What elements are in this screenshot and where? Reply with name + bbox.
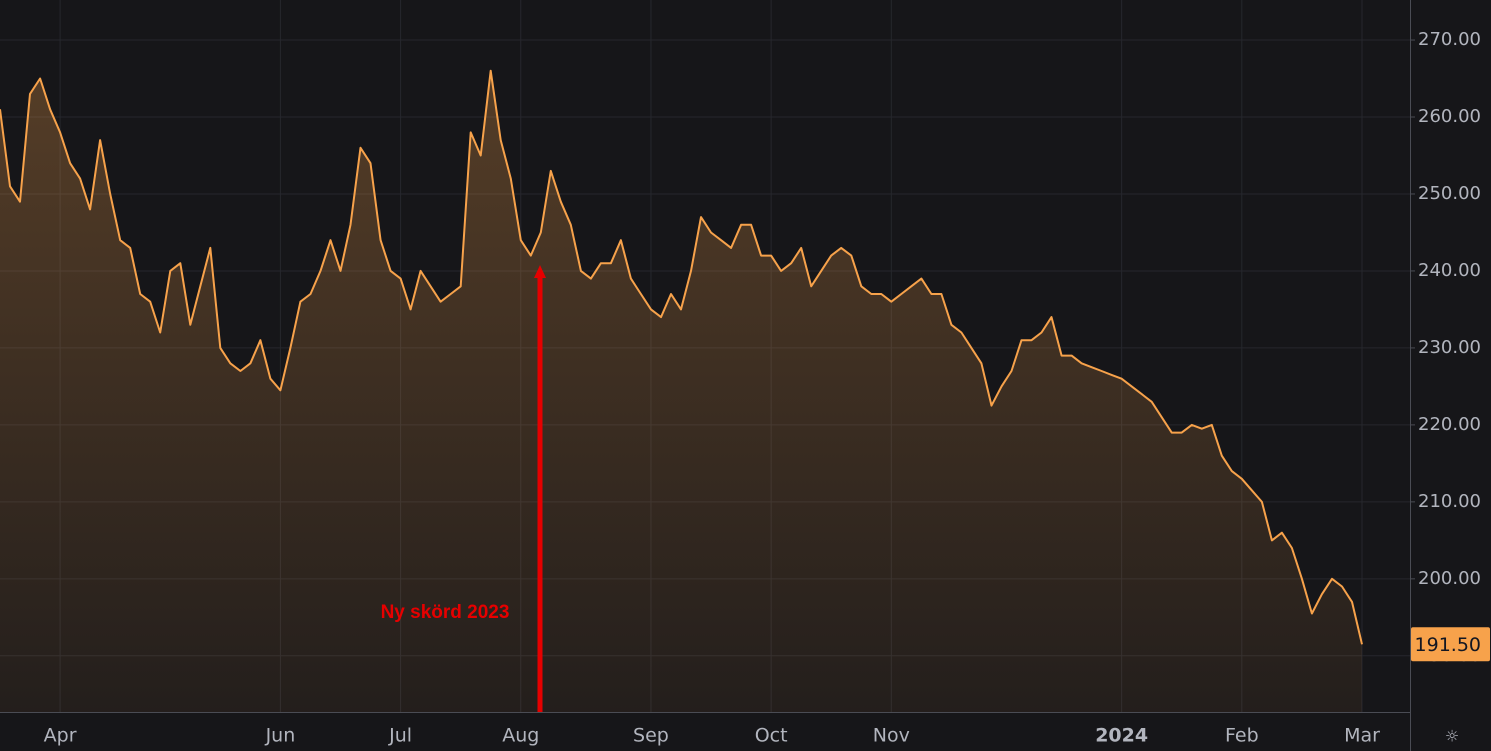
x-tick-label: Oct [755,725,788,747]
x-tick-label: Jun [265,725,296,747]
last-price-label: 191.50 [1415,634,1481,656]
area-fill [0,70,1362,713]
last-price-box [1411,627,1490,662]
y-tick-label: 260.00 [1418,106,1481,127]
y-tick-label: 210.00 [1418,491,1481,512]
y-tick-label: 200.00 [1418,568,1481,589]
annotation-text: Ny skörd 2023 [381,602,510,623]
annotation-arrowhead [534,265,546,278]
y-tick-label: 270.00 [1418,29,1481,50]
theme-icon[interactable]: ☼ [1445,727,1459,746]
axes: 190.00200.00210.00220.00230.00240.00250.… [44,29,1490,747]
x-tick-label: Mar [1344,725,1380,747]
y-tick-label: 220.00 [1418,414,1481,435]
x-tick-label: Feb [1225,725,1259,747]
x-tick-label: 2024 [1095,725,1148,747]
price-line [0,69,1363,645]
x-tick-label: Apr [44,725,77,747]
plot [0,69,1363,713]
x-tick-label: Nov [873,725,910,747]
y-tick-label: 250.00 [1418,183,1481,204]
y-tick-label: 230.00 [1418,337,1481,358]
y-tick-label: 240.00 [1418,260,1481,281]
x-tick-label: Jul [388,725,412,747]
x-tick-label: Aug [502,725,539,747]
x-tick-label: Sep [633,725,669,747]
